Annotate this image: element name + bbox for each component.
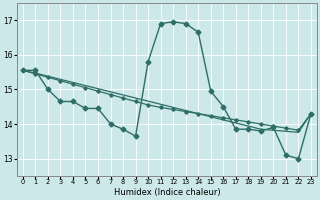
X-axis label: Humidex (Indice chaleur): Humidex (Indice chaleur) <box>114 188 220 197</box>
